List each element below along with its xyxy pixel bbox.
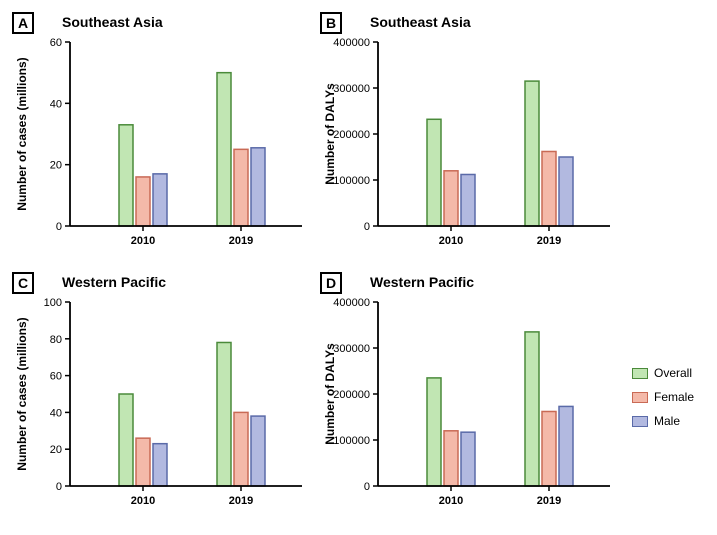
legend-item-female: Female: [632, 390, 717, 404]
legend-label: Overall: [654, 366, 692, 380]
bar-overall: [525, 332, 539, 486]
y-axis-label: Number of cases (millions): [15, 317, 29, 470]
panel-label: B: [320, 12, 342, 34]
bar-male: [251, 416, 265, 486]
legend-swatch: [632, 416, 648, 427]
x-tick-label: 2019: [537, 235, 561, 247]
bar-female: [234, 412, 248, 486]
x-tick-label: 2019: [537, 495, 561, 507]
y-tick-label: 0: [364, 221, 370, 233]
y-tick-label: 300000: [333, 83, 370, 95]
bar-male: [153, 174, 167, 226]
y-tick-label: 40: [50, 98, 62, 110]
legend-swatch: [632, 368, 648, 379]
panel-label: D: [320, 272, 342, 294]
panel-A: A Southeast Asia 0 20 40 60 2010 2019 Number of …: [12, 12, 312, 262]
chart-svg: 0 20 40 60 80 100 2010 2019 Number of cases (mil…: [12, 272, 312, 522]
panel-title: Southeast Asia: [370, 14, 471, 30]
y-tick-label: 200000: [333, 129, 370, 141]
x-tick-label: 2019: [229, 495, 253, 507]
bar-female: [136, 177, 150, 226]
panel-B: B Southeast Asia 0 100000 200000 300000 400000…: [320, 12, 620, 262]
panel-title: Western Pacific: [370, 274, 474, 290]
bar-overall: [427, 119, 441, 226]
x-tick-label: 2010: [439, 235, 463, 247]
y-tick-label: 400000: [333, 297, 370, 309]
panel-title: Western Pacific: [62, 274, 166, 290]
y-tick-label: 20: [50, 444, 62, 456]
bar-overall: [427, 378, 441, 486]
y-tick-label: 100000: [333, 435, 370, 447]
chart-svg: 0 100000 200000 300000 400000 2010 2019 Number …: [320, 12, 620, 262]
bar-male: [251, 148, 265, 226]
x-tick-label: 2010: [131, 235, 155, 247]
bar-female: [444, 171, 458, 226]
y-axis-label: Number of cases (millions): [15, 57, 29, 210]
legend-label: Male: [654, 414, 680, 428]
bar-female: [234, 149, 248, 226]
y-tick-label: 400000: [333, 37, 370, 49]
bar-female: [542, 411, 556, 486]
chart-svg: 0 20 40 60 2010 2019 Number of cases (millions…: [12, 12, 312, 262]
legend-item-male: Male: [632, 414, 717, 428]
bar-male: [559, 157, 573, 226]
x-tick-label: 2010: [131, 495, 155, 507]
chart-grid: A Southeast Asia 0 20 40 60 2010 2019 Number of …: [12, 12, 705, 522]
x-tick-label: 2010: [439, 495, 463, 507]
y-tick-label: 0: [56, 221, 62, 233]
panel-D: D Western Pacific 0 100000 200000 300000 40000…: [320, 272, 620, 522]
x-tick-label: 2019: [229, 235, 253, 247]
panel-C: C Western Pacific 0 20 40 60 80 100 2010 2019 Numb…: [12, 272, 312, 522]
panel-title: Southeast Asia: [62, 14, 163, 30]
legend: Overall Female Male: [628, 272, 717, 522]
panel-label: C: [12, 272, 34, 294]
bar-overall: [217, 342, 231, 486]
y-tick-label: 80: [50, 334, 62, 346]
y-tick-label: 40: [50, 407, 62, 419]
y-tick-label: 200000: [333, 389, 370, 401]
chart-svg: 0 100000 200000 300000 400000 2010 2019 Number …: [320, 272, 620, 522]
y-tick-label: 300000: [333, 343, 370, 355]
y-tick-label: 100000: [333, 175, 370, 187]
legend-item-overall: Overall: [632, 366, 717, 380]
bar-female: [136, 438, 150, 486]
y-tick-label: 60: [50, 37, 62, 49]
panel-label: A: [12, 12, 34, 34]
y-tick-label: 60: [50, 371, 62, 383]
y-axis-label: Number of DALYs: [323, 343, 337, 445]
bar-overall: [525, 81, 539, 226]
y-tick-label: 0: [56, 481, 62, 493]
bar-overall: [119, 125, 133, 226]
bar-female: [542, 151, 556, 226]
bar-overall: [119, 394, 133, 486]
bar-male: [153, 444, 167, 486]
y-tick-label: 0: [364, 481, 370, 493]
y-tick-label: 100: [44, 297, 62, 309]
legend-swatch: [632, 392, 648, 403]
y-axis-label: Number of DALYs: [323, 83, 337, 185]
legend-label: Female: [654, 390, 694, 404]
bar-overall: [217, 73, 231, 226]
y-tick-label: 20: [50, 160, 62, 172]
bar-male: [461, 174, 475, 226]
bar-male: [559, 406, 573, 486]
bar-female: [444, 431, 458, 486]
bar-male: [461, 432, 475, 486]
